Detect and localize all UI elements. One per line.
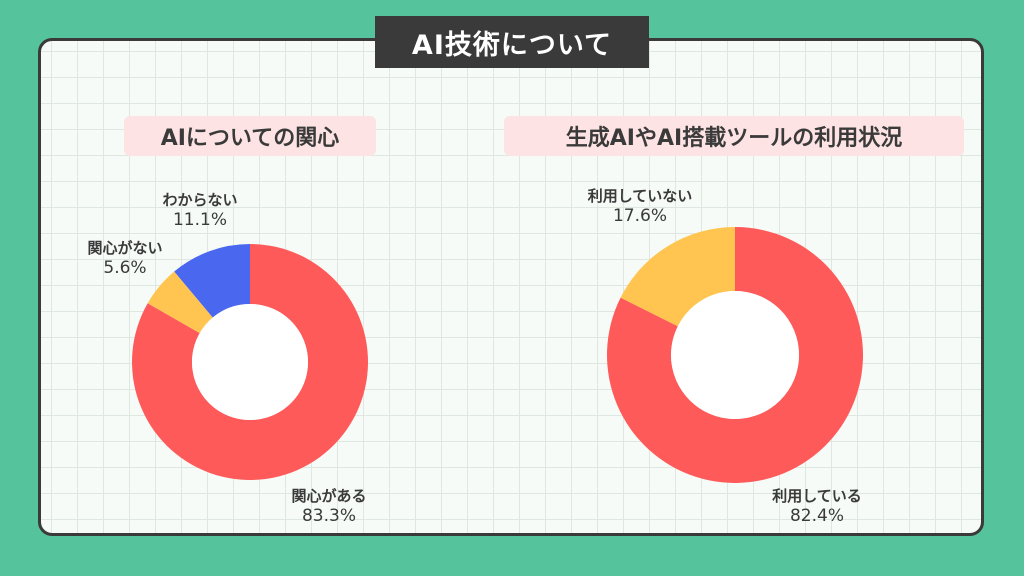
usage-center-hole [671,291,799,419]
label-using: 利用している 82.4% [772,487,862,526]
usage-slice-1 [620,227,735,327]
interest-slice-2 [174,244,250,318]
label-unknown: わからない 11.1% [162,191,238,230]
usage-slice-0 [607,227,864,483]
chart-2-title: 生成AIやAI搭載ツールの利用状況 [504,116,964,156]
label-interested: 関心がある 83.3% [291,487,367,526]
label-not-interested: 関心がない 5.6% [87,239,163,278]
chart-1-title: AIについての関心 [124,116,376,156]
interest-slice-0 [132,244,368,481]
label-not-using: 利用していない 17.6% [587,187,693,226]
page-title: AI技術について [375,16,649,68]
interest-center-hole [192,304,308,420]
interest-slice-1 [147,271,213,334]
